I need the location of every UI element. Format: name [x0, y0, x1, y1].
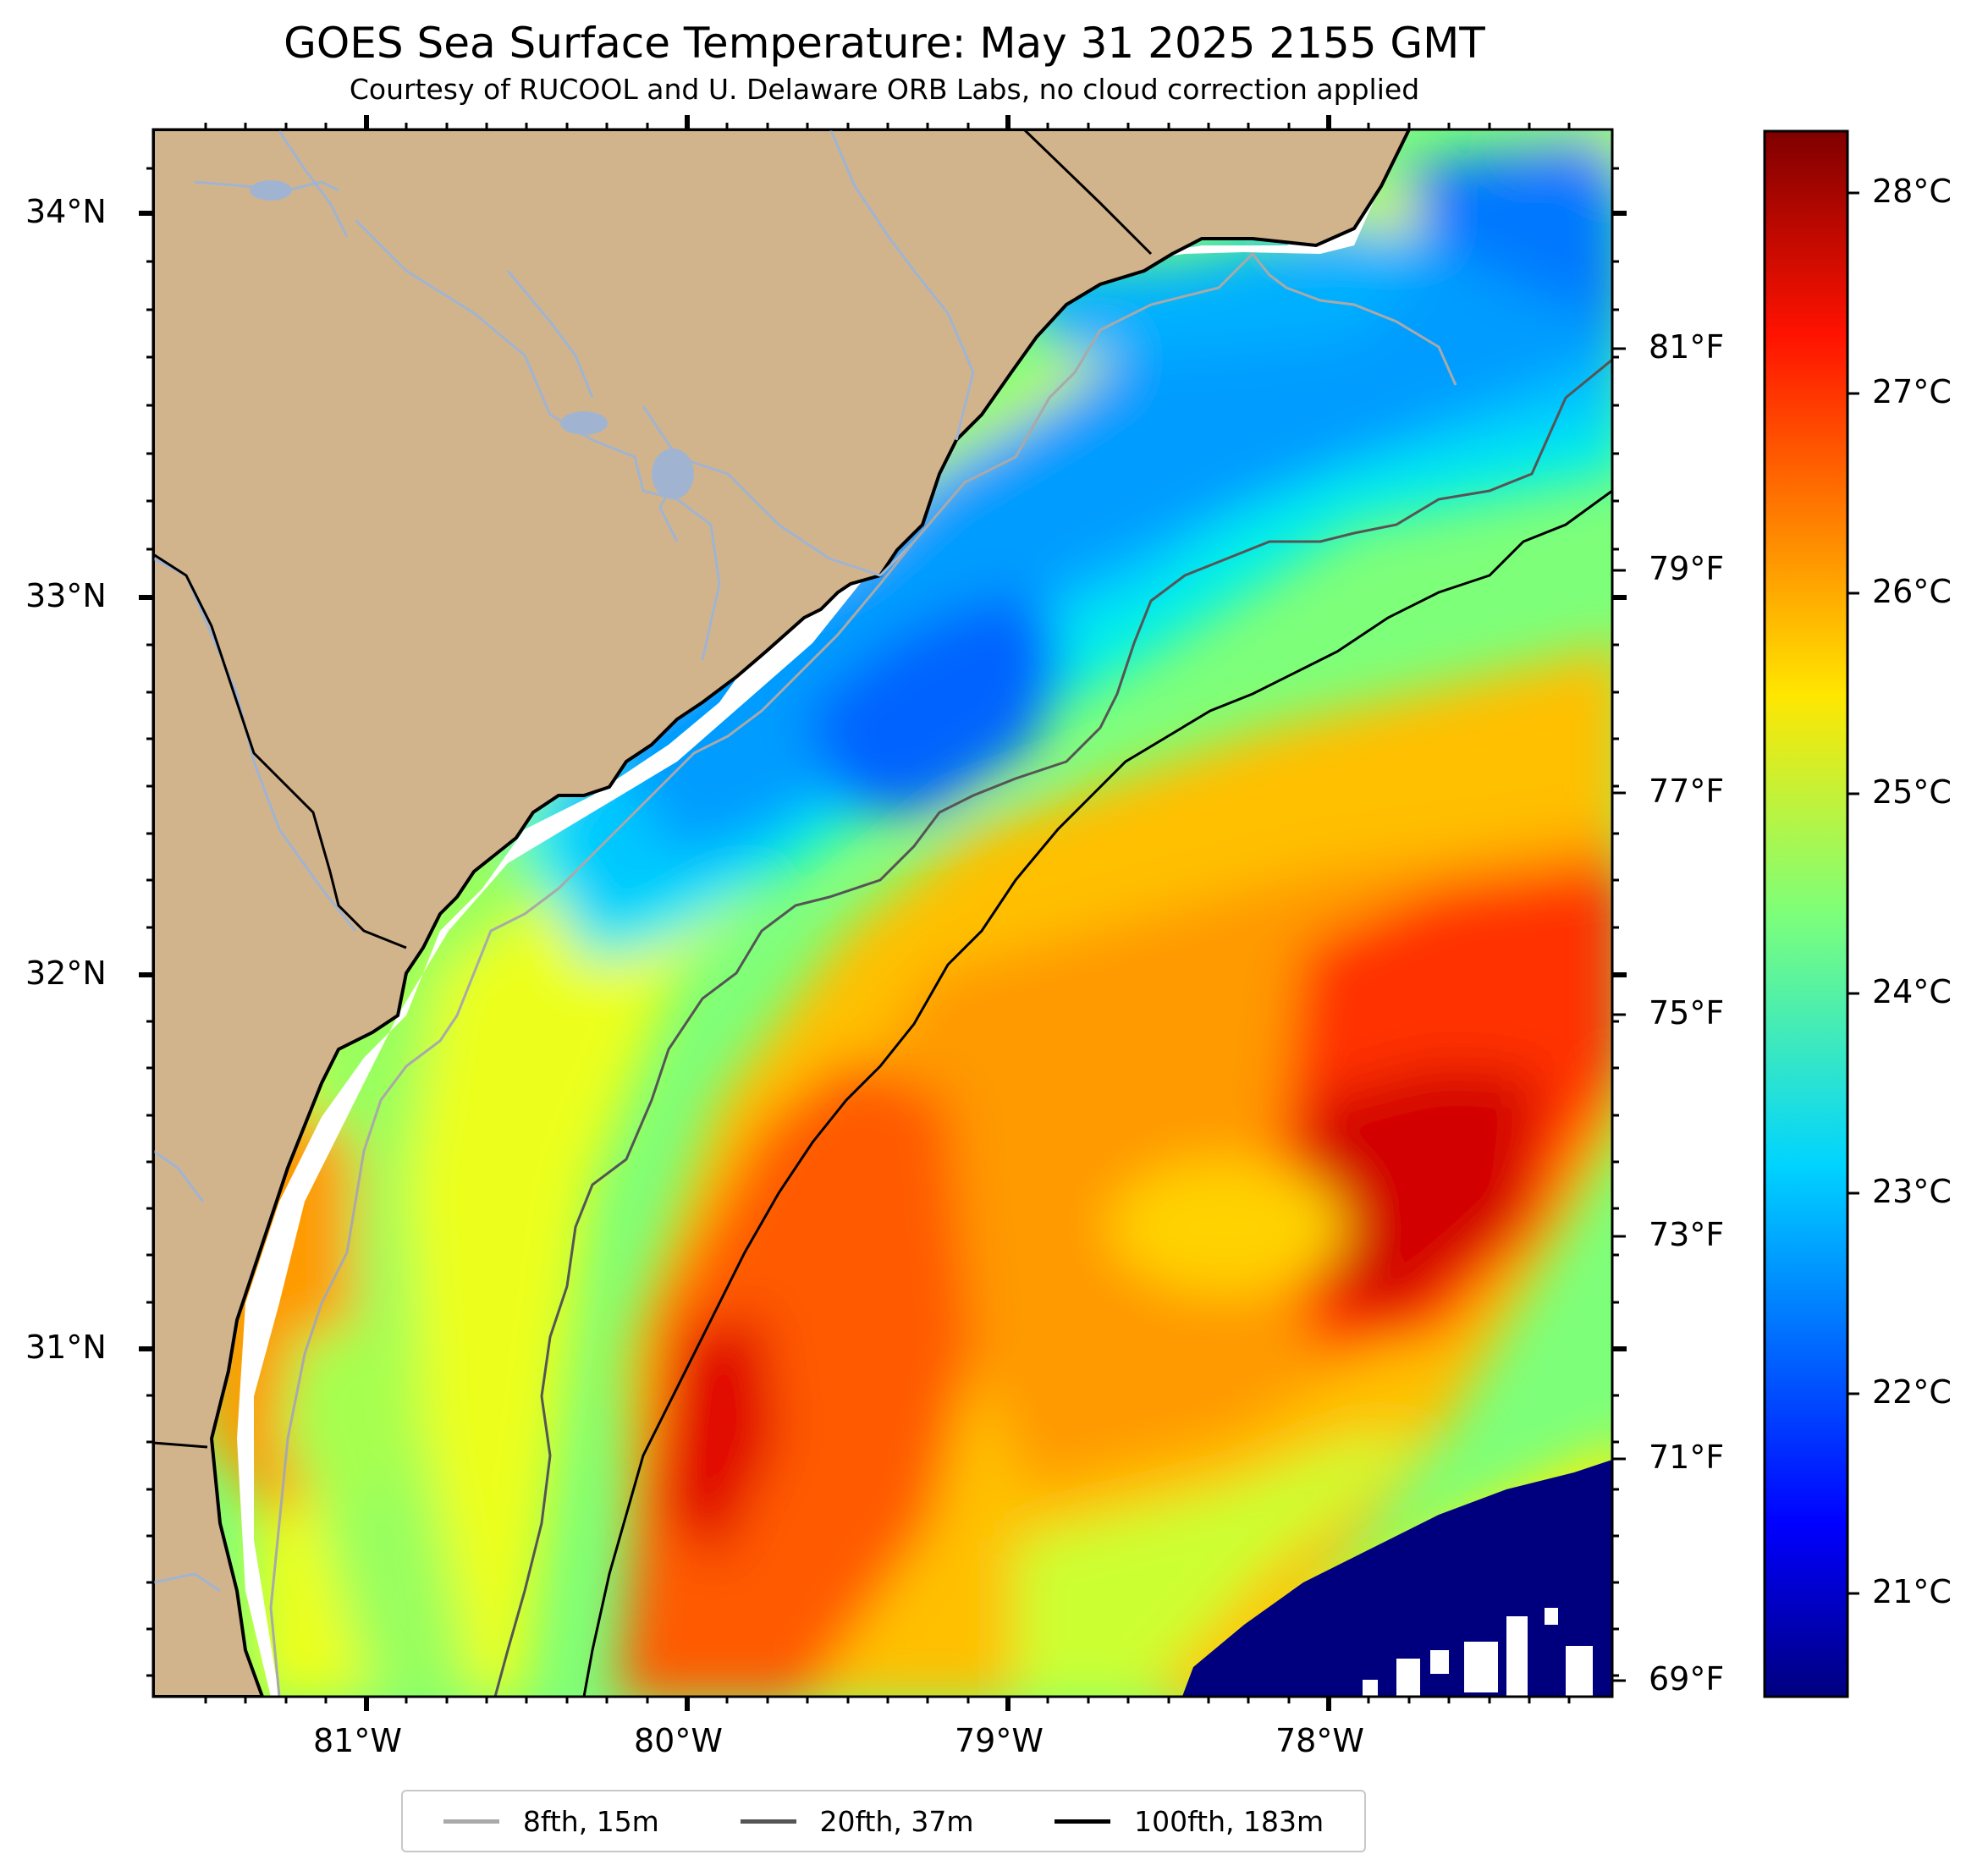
legend-label-100fth: 100fth, 183m — [1134, 1804, 1324, 1838]
isobath-8fth — [269, 251, 1457, 1697]
legend-item-20fth: 20fth, 37m — [740, 1804, 974, 1838]
cold-anomaly-region — [1181, 1460, 1612, 1697]
map-subtitle: Courtesy of RUCOOL and U. Delaware ORB L… — [349, 73, 1420, 106]
legend-item-100fth: 100fth, 183m — [1055, 1805, 1324, 1838]
lon-minor-ticks — [204, 123, 1571, 1703]
legend-label-8fth: 8fth, 15m — [522, 1804, 659, 1838]
c-label-25: 25°C — [1872, 773, 1952, 811]
lon-label-78w: 78°W — [1275, 1722, 1364, 1759]
isobath-100fth — [582, 489, 1612, 1697]
colorbar-ticks — [1848, 191, 1859, 1595]
state-borders — [153, 129, 1153, 1449]
lat-label-33n: 33°N — [25, 577, 107, 614]
c-label-26: 26°C — [1872, 573, 1952, 610]
legend-label-20fth: 20fth, 37m — [819, 1804, 974, 1838]
c-label-21: 21°C — [1872, 1573, 1952, 1610]
c-label-23: 23°C — [1872, 1173, 1952, 1210]
legend-item-8fth: 8fth, 15m — [443, 1805, 659, 1838]
f-label-79: 79°F — [1649, 550, 1725, 587]
c-label-24: 24°C — [1872, 973, 1952, 1010]
c-label-27: 27°C — [1872, 373, 1952, 410]
lon-label-80w: 80°W — [634, 1722, 723, 1759]
c-label-22: 22°C — [1872, 1373, 1952, 1411]
c-label-28: 28°C — [1872, 173, 1952, 210]
cloud-gaps — [1363, 1608, 1593, 1697]
f-label-71: 71°F — [1649, 1439, 1725, 1476]
map-frame — [151, 128, 1614, 1698]
isobath-legend: 8fth, 15m 20fth, 37m 100fth, 183m — [401, 1790, 1366, 1852]
f-label-69: 69°F — [1649, 1660, 1725, 1698]
map-title: GOES Sea Surface Temperature: May 31 202… — [284, 19, 1485, 68]
legend-swatch-20fth — [740, 1819, 796, 1824]
fahrenheit-ticks — [1612, 347, 1626, 1682]
lat-minor-ticks — [146, 167, 1619, 1677]
legend-swatch-100fth — [1055, 1819, 1111, 1824]
lat-label-34n: 34°N — [25, 193, 107, 230]
f-label-73: 73°F — [1649, 1216, 1725, 1253]
lon-major-ticks — [364, 115, 1331, 1711]
f-label-75: 75°F — [1649, 994, 1725, 1032]
f-label-81: 81°F — [1649, 328, 1725, 366]
lat-major-ticks — [139, 211, 1627, 1351]
lon-label-79w: 79°W — [955, 1722, 1044, 1759]
legend-swatch-8fth — [443, 1819, 499, 1824]
lat-label-32n: 32°N — [25, 955, 107, 992]
f-label-77: 77°F — [1649, 773, 1725, 810]
land-mass — [153, 129, 1412, 1697]
lat-label-31n: 31°N — [25, 1329, 107, 1366]
colorbar — [1763, 129, 1849, 1698]
lon-label-81w: 81°W — [313, 1722, 402, 1759]
isobath-20fth — [493, 358, 1612, 1697]
